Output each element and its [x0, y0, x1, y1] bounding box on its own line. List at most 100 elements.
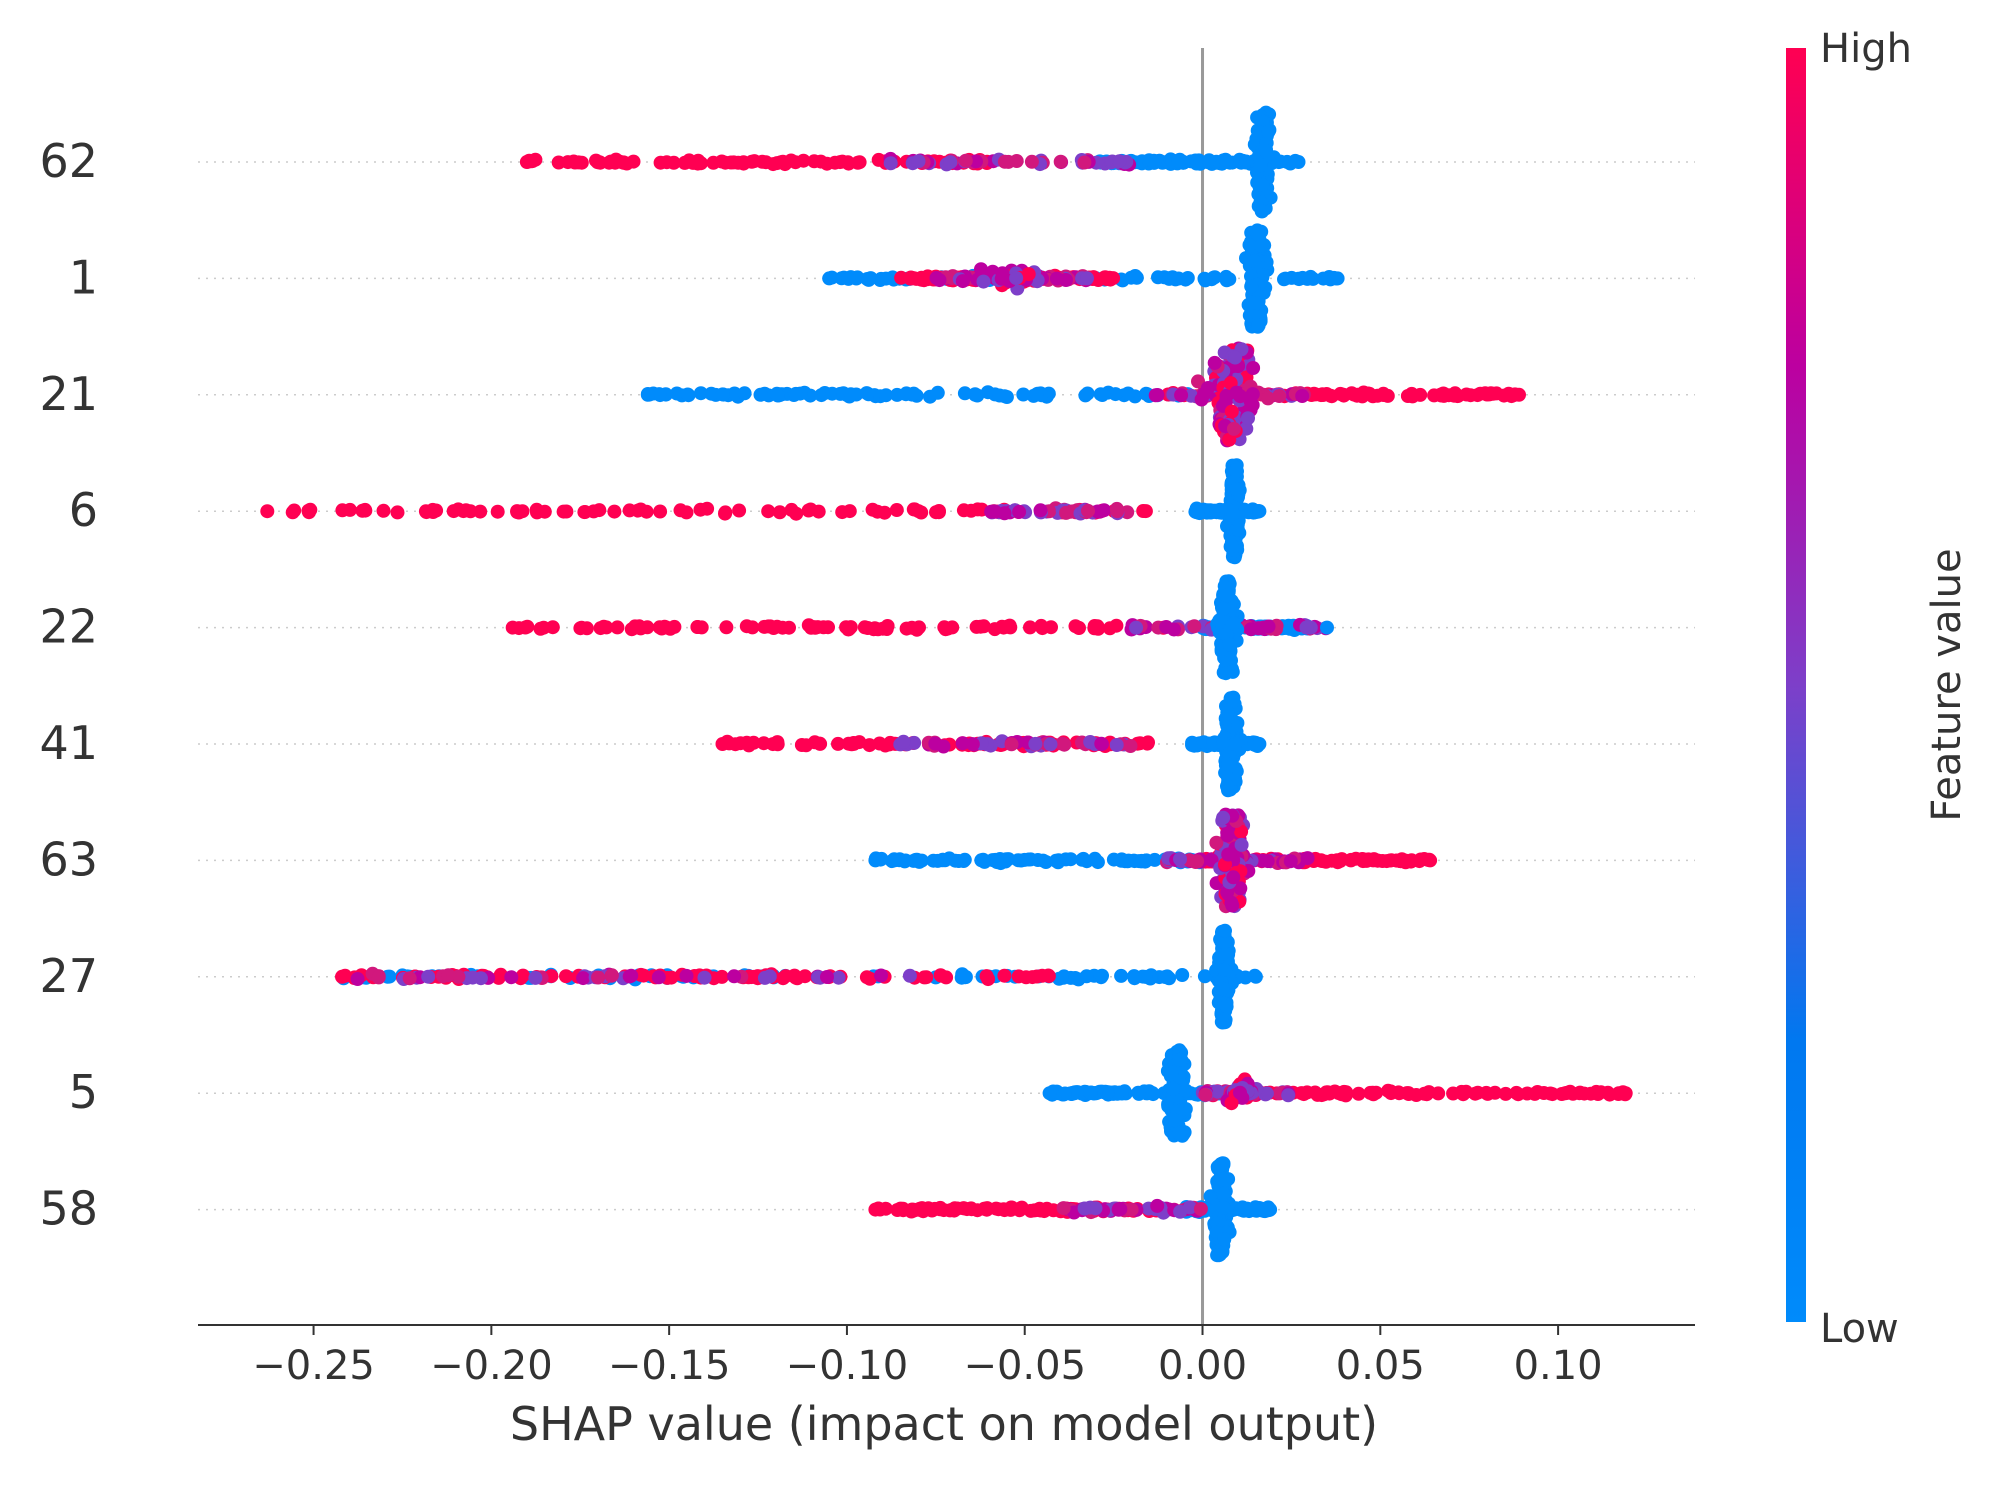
- shap-point: [1059, 505, 1073, 520]
- shap-point: [1071, 620, 1086, 635]
- feature-row-27: [335, 923, 1263, 1030]
- shap-point: [778, 157, 792, 172]
- shap-point: [1091, 273, 1106, 287]
- shap-point: [1164, 1066, 1179, 1081]
- shap-point: [1202, 153, 1217, 168]
- shap-point: [1041, 968, 1056, 983]
- shap-point: [1261, 124, 1276, 139]
- shap-point: [1259, 144, 1274, 158]
- shap-point: [1083, 735, 1098, 749]
- shap-point: [545, 620, 560, 635]
- shap-point: [1216, 1200, 1231, 1215]
- shap-point: [1212, 1158, 1227, 1173]
- shap-point: [1589, 1084, 1604, 1099]
- shap-point: [1294, 1086, 1309, 1101]
- shap-point: [782, 620, 796, 635]
- shap-point: [1033, 503, 1048, 518]
- shap-point: [1081, 503, 1095, 518]
- shap-point: [1209, 835, 1224, 850]
- shap-point: [335, 503, 350, 518]
- shap-point: [1618, 1086, 1633, 1101]
- shap-point: [576, 971, 591, 986]
- shap-point: [715, 387, 730, 402]
- shap-point: [1324, 389, 1339, 404]
- shap-point: [1252, 504, 1267, 519]
- shap-point: [1056, 1201, 1071, 1216]
- shap-point: [1229, 385, 1244, 400]
- shap-point: [1247, 253, 1262, 268]
- shap-point: [376, 503, 391, 518]
- shap-point: [878, 738, 893, 753]
- shap-point: [1252, 737, 1267, 751]
- shap-point: [1023, 1203, 1038, 1218]
- shap-point: [964, 503, 979, 518]
- shap-point: [1095, 388, 1110, 402]
- shap-point: [1234, 824, 1249, 839]
- shap-point: [1244, 279, 1259, 294]
- shap-point: [1331, 1086, 1346, 1100]
- shap-point: [1511, 1087, 1526, 1102]
- shap-point: [951, 854, 966, 868]
- shap-point: [515, 504, 530, 519]
- feature-label: 21: [39, 367, 98, 421]
- shap-point: [1182, 1200, 1197, 1215]
- shap-point: [1226, 870, 1241, 885]
- shap-point: [1216, 1187, 1231, 1201]
- shap-point: [801, 618, 816, 633]
- feature-row-21: [640, 341, 1526, 448]
- shap-point: [1283, 854, 1298, 869]
- shap-point: [1121, 386, 1136, 401]
- shap-point: [1151, 270, 1165, 285]
- shap-point: [1512, 387, 1526, 402]
- shap-point: [1021, 267, 1036, 282]
- shap-point: [1109, 618, 1124, 633]
- shap-point: [1251, 318, 1266, 333]
- shap-point: [632, 619, 647, 634]
- shap-point: [1480, 387, 1494, 402]
- shap-point: [706, 155, 721, 170]
- shap-point: [976, 852, 991, 867]
- shap-point: [981, 972, 996, 987]
- shap-point: [694, 156, 708, 171]
- shap-point: [1172, 1052, 1187, 1067]
- row-guides: [198, 161, 1695, 1211]
- x-tick-label: −0.05: [963, 1343, 1086, 1389]
- shap-point: [651, 970, 666, 985]
- shap-point: [896, 734, 911, 749]
- shap-point: [928, 736, 943, 751]
- shap-point: [739, 735, 754, 750]
- feature-row-6: [260, 458, 1267, 565]
- shap-point: [1080, 386, 1095, 401]
- shap-point: [803, 502, 818, 517]
- shap-point: [1174, 388, 1189, 403]
- shap-point: [1127, 971, 1142, 986]
- shap-point: [1350, 387, 1365, 402]
- shap-point: [909, 622, 924, 637]
- shap-point: [1150, 388, 1165, 402]
- shap-point: [911, 154, 926, 169]
- shap-point: [1344, 852, 1359, 867]
- shap-point: [1131, 1086, 1146, 1101]
- shap-point: [1316, 271, 1331, 286]
- shap-point: [679, 968, 694, 983]
- shap-point: [490, 504, 505, 519]
- shap-point: [726, 155, 741, 170]
- shap-point: [905, 1202, 920, 1217]
- shap-point: [1051, 855, 1066, 870]
- shap-point: [940, 621, 955, 636]
- shap-point: [519, 155, 534, 169]
- shap-point: [419, 505, 434, 520]
- shap-point: [770, 388, 785, 403]
- shap-point: [757, 970, 772, 985]
- shap-point: [796, 153, 811, 168]
- shap-point: [1224, 1096, 1239, 1111]
- shap-point: [1248, 969, 1263, 984]
- shap-point: [957, 386, 972, 401]
- shap-point: [1226, 421, 1241, 436]
- shap-point: [917, 273, 931, 288]
- shap-point: [1351, 1086, 1366, 1101]
- shap-point: [980, 1201, 995, 1216]
- shap-point: [1110, 504, 1125, 519]
- colorbar-low-label: Low: [1820, 1306, 1899, 1352]
- shap-point: [776, 971, 791, 986]
